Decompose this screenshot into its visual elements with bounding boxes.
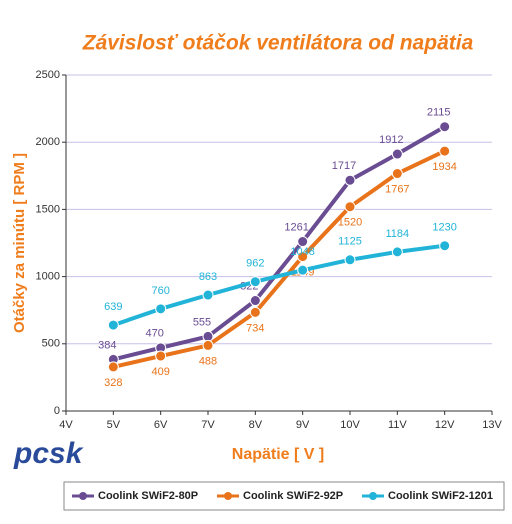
x-tick-label: 11V bbox=[388, 419, 407, 431]
data-label: 1934 bbox=[432, 161, 456, 173]
point bbox=[391, 168, 403, 180]
series-line bbox=[112, 125, 446, 362]
data-label: 555 bbox=[193, 316, 211, 328]
point bbox=[297, 236, 309, 248]
data-label: 1520 bbox=[338, 217, 362, 229]
point bbox=[439, 240, 451, 252]
data-label: 409 bbox=[151, 366, 169, 378]
legend-label: Coolink SWiF2-1201 bbox=[388, 490, 493, 502]
x-tick-label: 9V bbox=[296, 419, 310, 431]
data-label: 1048 bbox=[290, 246, 314, 258]
data-label: 328 bbox=[104, 377, 122, 389]
x-tick-label: 10V bbox=[340, 419, 360, 431]
point bbox=[107, 361, 119, 373]
point bbox=[202, 330, 214, 342]
point bbox=[344, 254, 356, 266]
data-label: 1230 bbox=[432, 222, 456, 234]
y-tick-label: 1000 bbox=[36, 271, 60, 283]
y-tick-label: 2500 bbox=[36, 69, 60, 81]
data-label: 760 bbox=[151, 285, 169, 297]
point bbox=[202, 339, 214, 351]
legend-box bbox=[63, 481, 505, 511]
legend-marker bbox=[369, 492, 377, 500]
x-axis-label: Napätie [ V ] bbox=[232, 446, 324, 463]
data-label: 639 bbox=[104, 301, 122, 313]
x-tick-label: 13V bbox=[482, 419, 502, 431]
point bbox=[297, 251, 309, 263]
data-label: 734 bbox=[246, 322, 264, 334]
data-label: 1912 bbox=[379, 134, 403, 146]
y-tick-label: 2000 bbox=[36, 136, 60, 148]
point bbox=[155, 350, 167, 362]
point bbox=[107, 319, 119, 331]
data-label: 384 bbox=[98, 339, 116, 351]
data-label: 1184 bbox=[386, 228, 410, 240]
point bbox=[344, 201, 356, 213]
logo: pcsk bbox=[13, 437, 84, 470]
point bbox=[155, 303, 167, 315]
x-tick-label: 8V bbox=[249, 419, 263, 431]
series-line bbox=[112, 243, 445, 328]
point bbox=[391, 148, 403, 160]
x-tick-label: 6V bbox=[154, 419, 168, 431]
legend-label: Coolink SWiF2-80P bbox=[98, 490, 198, 502]
point bbox=[202, 289, 214, 301]
point bbox=[344, 174, 356, 186]
y-axis-label: Otáčky za minútu [ RPM ] bbox=[11, 153, 28, 333]
legend-label: Coolink SWiF2-92P bbox=[243, 490, 343, 502]
data-label: 863 bbox=[199, 271, 217, 283]
data-label: 1767 bbox=[385, 183, 409, 195]
y-tick-label: 1500 bbox=[36, 203, 60, 215]
y-tick-label: 500 bbox=[42, 338, 60, 350]
data-label: 470 bbox=[145, 328, 163, 340]
data-label: 488 bbox=[199, 355, 217, 367]
series-line bbox=[112, 149, 446, 369]
data-label: 1717 bbox=[332, 160, 356, 172]
data-label: 1125 bbox=[338, 236, 362, 248]
x-tick-label: 12V bbox=[435, 419, 455, 431]
data-label: 962 bbox=[246, 258, 264, 270]
legend-marker bbox=[79, 492, 87, 500]
chart-title: Závislosť otáčok ventilátora od napätia bbox=[82, 32, 474, 55]
x-tick-label: 5V bbox=[107, 419, 121, 431]
point bbox=[391, 246, 403, 258]
point bbox=[439, 121, 451, 133]
point bbox=[249, 295, 261, 307]
y-tick-label: 0 bbox=[54, 405, 60, 417]
point bbox=[249, 306, 261, 318]
data-label: 2115 bbox=[427, 107, 451, 119]
point bbox=[249, 276, 261, 288]
legend-marker bbox=[224, 492, 232, 500]
x-tick-label: 4V bbox=[59, 419, 73, 431]
x-tick-label: 7V bbox=[201, 419, 215, 431]
data-label: 1261 bbox=[284, 221, 308, 233]
point bbox=[297, 264, 309, 276]
point bbox=[439, 145, 451, 157]
